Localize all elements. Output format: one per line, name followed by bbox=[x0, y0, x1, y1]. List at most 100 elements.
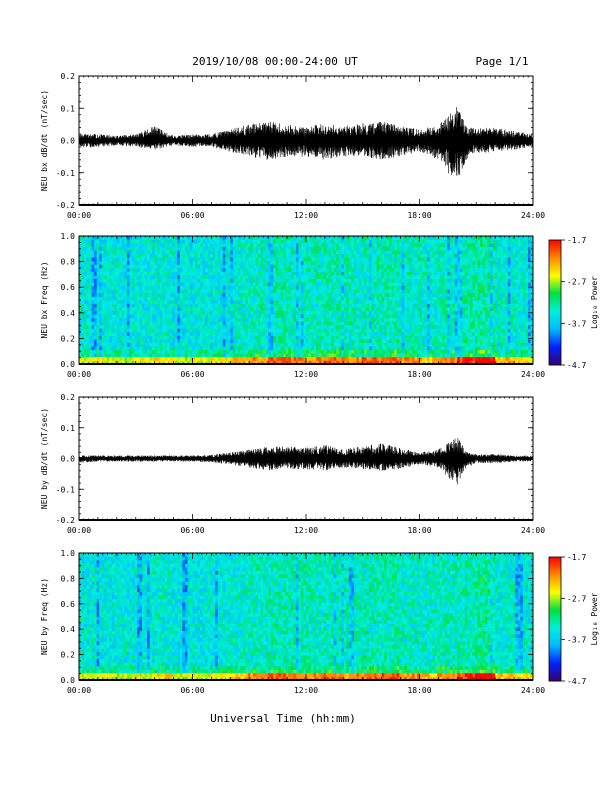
spectrogram-cell bbox=[202, 271, 206, 276]
spectrogram-cell bbox=[396, 300, 400, 304]
spectrogram-cell bbox=[104, 335, 108, 340]
spectrogram-cell bbox=[89, 349, 92, 354]
spectrogram-cell bbox=[311, 268, 314, 272]
spectrogram-cell bbox=[215, 303, 219, 308]
spectrogram-cell bbox=[356, 356, 360, 361]
spectrogram-cell bbox=[386, 296, 390, 301]
spectrogram-cell bbox=[321, 275, 324, 279]
spectrogram-cell bbox=[240, 282, 244, 287]
spectrogram-cell bbox=[131, 356, 135, 361]
spectrogram-cell bbox=[134, 246, 138, 251]
spectrogram-cell bbox=[157, 324, 161, 329]
spectrogram-cell bbox=[242, 271, 246, 276]
spectrogram-cell bbox=[242, 335, 246, 340]
spectrogram-cell bbox=[167, 292, 171, 297]
spectrogram-cell bbox=[298, 285, 302, 290]
spectrogram-cell bbox=[331, 268, 335, 272]
spectrogram-cell bbox=[205, 317, 208, 322]
spectrogram-cell bbox=[295, 321, 299, 326]
spectrogram-cell bbox=[300, 317, 304, 322]
spectrogram-cell bbox=[116, 282, 120, 287]
spectrogram-cell bbox=[316, 250, 319, 255]
spectrogram-cell bbox=[197, 360, 201, 365]
spectrogram-cell bbox=[386, 335, 390, 340]
spectrogram-cell bbox=[293, 324, 297, 329]
spectrogram-cell bbox=[192, 349, 196, 354]
spectrogram-cell bbox=[119, 289, 123, 294]
spectrogram-cell bbox=[316, 346, 319, 351]
spectrogram-cell bbox=[124, 285, 128, 290]
spectrogram-cell bbox=[81, 360, 85, 365]
spectrogram-cell bbox=[300, 260, 304, 265]
spectrogram-cell bbox=[358, 349, 362, 354]
spectrogram-cell bbox=[283, 300, 287, 304]
spectrogram-cell bbox=[364, 314, 367, 319]
spectrogram-cell bbox=[116, 321, 120, 326]
spectrogram-cell bbox=[311, 253, 314, 258]
spectrogram-cell bbox=[381, 303, 385, 308]
spectrogram-cell bbox=[295, 332, 299, 336]
spectrogram-cell bbox=[318, 303, 322, 308]
spectrogram-cell bbox=[202, 275, 206, 279]
spectrogram-cell bbox=[139, 268, 143, 272]
spectrogram-cell bbox=[253, 317, 256, 322]
spectrogram-cell bbox=[104, 328, 108, 333]
spectrogram-cell bbox=[212, 321, 216, 326]
spectrogram-cell bbox=[104, 332, 108, 336]
spectrogram-cell bbox=[379, 250, 382, 255]
spectrogram-cell bbox=[331, 310, 335, 315]
spectrogram-cell bbox=[265, 321, 269, 326]
spectrogram-cell bbox=[401, 310, 405, 315]
spectrogram-cell bbox=[295, 296, 299, 301]
spectrogram-cell bbox=[245, 360, 249, 365]
spectrogram-cell bbox=[351, 257, 355, 262]
spectrogram-cell bbox=[361, 310, 365, 315]
spectrogram-cell bbox=[306, 243, 309, 247]
spectrogram-cell bbox=[278, 275, 282, 279]
spectrogram-cell bbox=[167, 346, 171, 351]
spectrogram-cell bbox=[225, 314, 229, 319]
spectrogram-cell bbox=[162, 349, 166, 354]
x-tick-label: 00:00 bbox=[67, 211, 91, 220]
spectrogram-cell bbox=[396, 292, 400, 297]
spectrogram-cell bbox=[399, 292, 403, 297]
spectrogram-cell bbox=[237, 246, 241, 251]
spectrogram-cell bbox=[237, 332, 241, 336]
spectrogram-cell bbox=[200, 346, 203, 351]
spectrogram-cell bbox=[187, 307, 191, 311]
spectrogram-cell bbox=[376, 310, 380, 315]
spectrogram-cell bbox=[308, 257, 312, 262]
spectrogram-cell bbox=[253, 307, 256, 311]
spectrogram-cell bbox=[343, 342, 347, 347]
spectrogram-cell bbox=[207, 246, 211, 251]
spectrogram-cell bbox=[89, 253, 92, 258]
spectrogram-cell bbox=[351, 317, 355, 322]
spectrogram-cell bbox=[94, 236, 97, 240]
spectrogram-cell bbox=[126, 300, 130, 304]
spectrogram-cell bbox=[391, 250, 395, 255]
spectrogram-cell bbox=[177, 289, 181, 294]
spectrogram-cell bbox=[210, 324, 213, 329]
spectrogram-cell bbox=[376, 260, 380, 265]
spectrogram-cell bbox=[326, 353, 329, 358]
spectrogram-cell bbox=[235, 264, 239, 269]
spectrogram-cell bbox=[384, 321, 388, 326]
spectrogram-cell bbox=[399, 239, 403, 244]
spectrogram-cell bbox=[242, 285, 246, 290]
spectrogram-cell bbox=[137, 268, 140, 272]
spectrogram-cell bbox=[401, 335, 405, 340]
spectrogram-cell bbox=[79, 324, 82, 329]
spectrogram-cell bbox=[328, 339, 332, 343]
spectrogram-cell bbox=[280, 257, 284, 262]
spectrogram-cell bbox=[280, 264, 284, 269]
spectrogram-cell bbox=[358, 253, 362, 258]
spectrogram-cell bbox=[371, 296, 375, 301]
spectrogram-cell bbox=[210, 300, 213, 304]
spectrogram-cell bbox=[167, 324, 171, 329]
spectrogram-cell bbox=[147, 236, 150, 240]
spectrogram-cell bbox=[109, 342, 113, 347]
spectrogram-cell bbox=[283, 346, 287, 351]
spectrogram-cell bbox=[321, 353, 324, 358]
spectrogram-cell bbox=[212, 342, 216, 347]
spectrogram-cell bbox=[303, 356, 307, 361]
